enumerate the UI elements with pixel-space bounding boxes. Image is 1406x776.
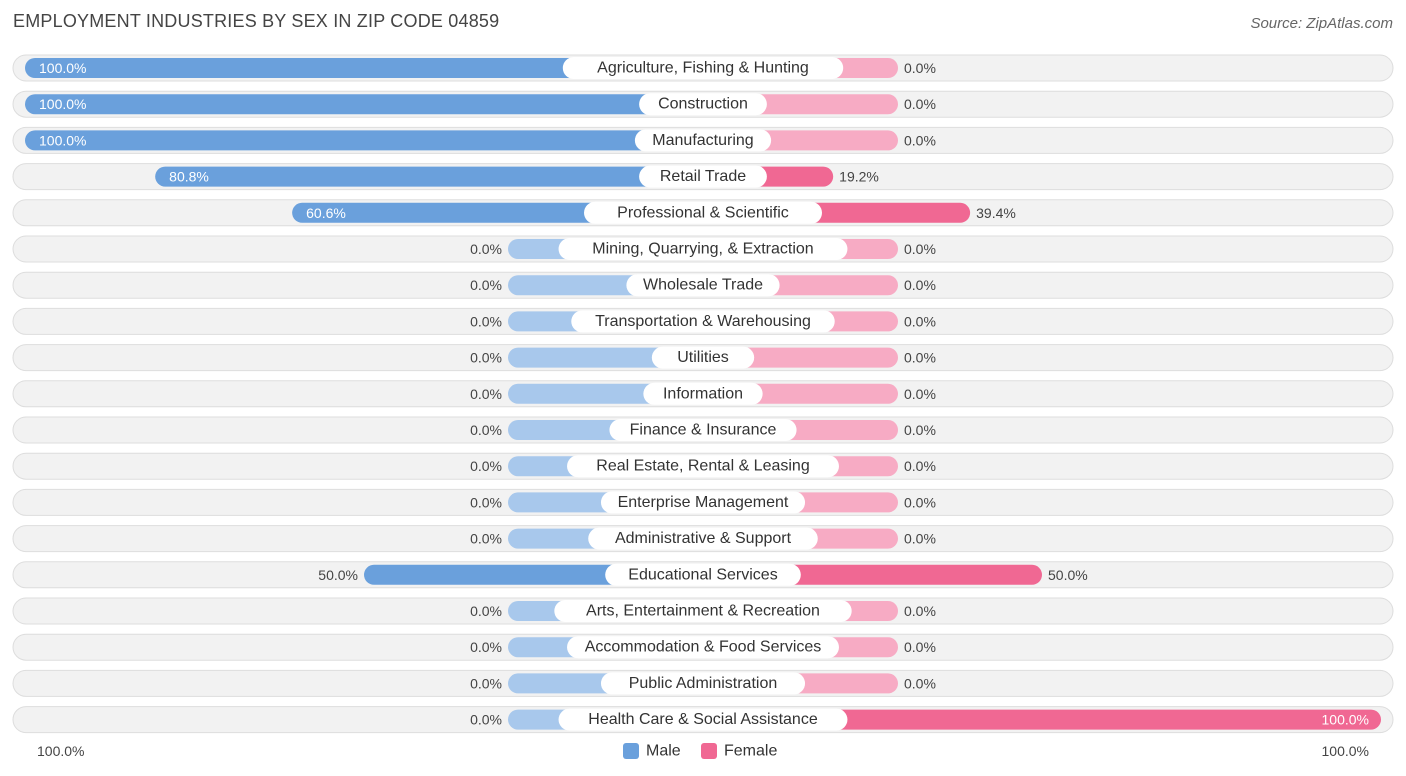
male-value-label: 0.0%	[470, 313, 502, 329]
female-value-label: 100.0%	[1322, 712, 1369, 728]
category-label: Retail Trade	[660, 168, 746, 185]
category-label: Accommodation & Food Services	[585, 639, 822, 656]
category-pill	[567, 455, 839, 478]
male-value-label: 80.8%	[169, 169, 209, 185]
female-value-label: 0.0%	[904, 494, 936, 510]
category-pill	[639, 165, 767, 188]
female-value-label: 0.0%	[904, 96, 936, 112]
male-value-label: 100.0%	[39, 132, 86, 148]
category-pill	[584, 201, 822, 224]
female-value-label: 0.0%	[904, 241, 936, 257]
male-value-label: 0.0%	[470, 277, 502, 293]
category-pill	[554, 600, 852, 622]
category-label: Mining, Quarrying, & Extraction	[592, 241, 813, 258]
female-value-label: 0.0%	[904, 531, 936, 547]
male-value-label: 0.0%	[470, 422, 502, 438]
female-value-label: 0.0%	[904, 603, 936, 619]
category-pill	[558, 238, 848, 260]
female-value-label: 0.0%	[904, 422, 936, 438]
female-value-label: 0.0%	[904, 277, 936, 293]
male-value-label: 0.0%	[470, 350, 502, 366]
female-value-label: 0.0%	[904, 458, 936, 474]
male-bar[interactable]	[25, 58, 703, 78]
legend-female-label: Female	[724, 743, 777, 760]
category-label: Transportation & Warehousing	[595, 313, 811, 330]
category-label: Real Estate, Rental & Leasing	[596, 458, 809, 475]
category-pill	[562, 57, 844, 79]
male-value-label: 0.0%	[470, 241, 502, 257]
male-value-label: 0.0%	[470, 603, 502, 619]
female-value-label: 0.0%	[904, 639, 936, 655]
female-bar[interactable]	[703, 709, 1381, 730]
male-value-label: 0.0%	[470, 386, 502, 402]
male-value-label: 0.0%	[470, 531, 502, 547]
category-pill	[651, 346, 755, 369]
category-pill	[626, 274, 780, 297]
category-label: Arts, Entertainment & Recreation	[586, 603, 820, 620]
category-label: Professional & Scientific	[617, 204, 789, 221]
male-value-label: 0.0%	[470, 712, 502, 728]
category-pill	[643, 382, 763, 405]
male-value-label: 50.0%	[318, 567, 358, 583]
category-pill	[634, 129, 772, 152]
legend-male-swatch	[623, 743, 639, 759]
male-value-label: 0.0%	[470, 639, 502, 655]
male-bar[interactable]	[155, 166, 703, 187]
category-pill	[571, 310, 835, 333]
category-label: Wholesale Trade	[643, 277, 763, 294]
axis-left-label: 100.0%	[37, 743, 84, 759]
legend-female-swatch	[701, 743, 717, 759]
category-pill	[609, 419, 797, 441]
category-label: Enterprise Management	[618, 494, 789, 511]
female-value-label: 0.0%	[904, 60, 936, 76]
category-pill	[558, 708, 848, 731]
category-label: Construction	[658, 96, 748, 113]
category-label: Public Administration	[629, 675, 778, 692]
male-value-label: 0.0%	[470, 675, 502, 691]
category-label: Manufacturing	[652, 132, 753, 149]
female-value-label: 50.0%	[1048, 567, 1088, 583]
category-label: Agriculture, Fishing & Hunting	[597, 60, 809, 77]
male-bar[interactable]	[25, 130, 703, 151]
category-pill	[567, 636, 839, 659]
category-label: Finance & Insurance	[630, 422, 777, 439]
category-pill	[605, 563, 801, 586]
female-value-label: 0.0%	[904, 313, 936, 329]
category-label: Administrative & Support	[615, 530, 792, 547]
female-value-label: 39.4%	[976, 205, 1016, 221]
female-value-label: 0.0%	[904, 132, 936, 148]
category-pill	[588, 527, 818, 550]
male-value-label: 100.0%	[39, 60, 86, 76]
female-value-label: 0.0%	[904, 350, 936, 366]
category-label: Educational Services	[628, 566, 777, 583]
category-label: Information	[663, 385, 743, 402]
male-value-label: 0.0%	[470, 458, 502, 474]
female-value-label: 0.0%	[904, 675, 936, 691]
female-value-label: 0.0%	[904, 386, 936, 402]
male-value-label: 100.0%	[39, 96, 86, 112]
category-pill	[639, 93, 767, 116]
category-label: Utilities	[677, 349, 729, 366]
category-pill	[600, 672, 806, 695]
legend-male-label: Male	[646, 743, 681, 760]
female-value-label: 19.2%	[839, 169, 879, 185]
male-bar[interactable]	[25, 94, 703, 115]
chart-title: EMPLOYMENT INDUSTRIES BY SEX IN ZIP CODE…	[13, 11, 500, 31]
male-value-label: 0.0%	[470, 494, 502, 510]
axis-right-label: 100.0%	[1322, 743, 1369, 759]
category-label: Health Care & Social Assistance	[588, 711, 818, 728]
male-value-label: 60.6%	[306, 205, 346, 221]
source-credit: Source: ZipAtlas.com	[1250, 15, 1393, 32]
category-pill	[600, 491, 806, 514]
